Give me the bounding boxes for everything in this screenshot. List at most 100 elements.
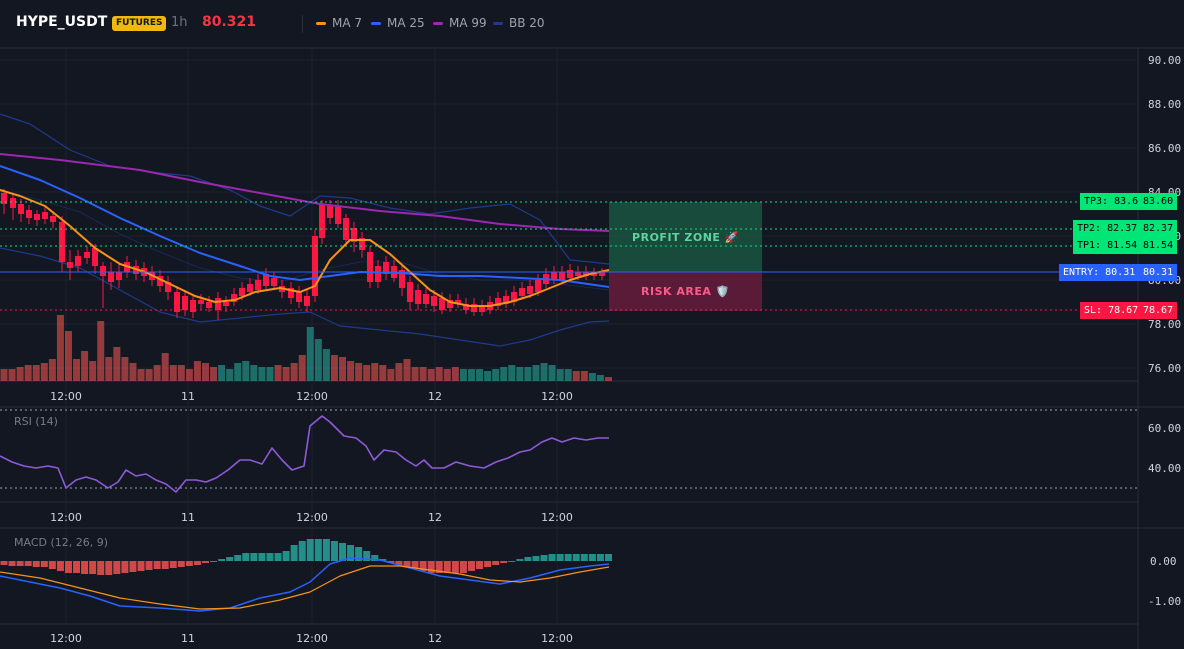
volume-bar	[113, 347, 121, 381]
rsi-axis-60: 60.00	[1148, 422, 1181, 435]
volume-bar	[8, 369, 16, 381]
volume-bar	[282, 367, 290, 381]
tp1-tag[interactable]: TP1: 81.54	[1073, 237, 1142, 254]
bollinger-bands	[0, 113, 610, 347]
ma7-line	[0, 189, 610, 307]
candle-body	[455, 300, 461, 304]
volume-bar	[435, 367, 443, 381]
macd-hist-bar	[548, 554, 556, 561]
moving-averages	[0, 153, 610, 307]
macd-hist-bar	[556, 554, 564, 561]
legend-ma25[interactable]: MA 25	[371, 16, 425, 30]
legend-bb20[interactable]: BB 20	[493, 16, 545, 30]
volume-bar	[16, 367, 24, 381]
sl-tag[interactable]: SL: 78.67	[1080, 302, 1143, 319]
entry-axis-label: 80.31	[1139, 264, 1178, 281]
tp2-tag[interactable]: TP2: 82.37	[1073, 220, 1142, 237]
volume-bar	[524, 367, 532, 381]
tp3-tag[interactable]: TP3: 83.6	[1080, 193, 1143, 210]
candle-body	[535, 280, 541, 292]
candle-body	[407, 282, 413, 302]
macd-hist-bar	[492, 561, 500, 565]
candle-body	[551, 272, 557, 280]
candle-body	[1, 193, 7, 204]
header-divider	[302, 15, 303, 33]
macd-hist-bar	[330, 541, 338, 561]
time-axis-label: 12:00	[541, 632, 573, 645]
rsi-line	[0, 415, 609, 493]
macd-hist-bar	[427, 561, 435, 573]
macd-hist-bar	[97, 561, 105, 575]
candle-body	[503, 296, 509, 304]
macd-hist-bar	[121, 561, 129, 573]
volume-bar	[427, 369, 435, 381]
macd-hist-bar	[580, 554, 588, 561]
volume-bar	[572, 371, 580, 381]
macd-hist-bar	[395, 561, 403, 565]
time-axis[interactable]: 12:00 12:00 12:00 11 11 11 12:00 12:00 12:00 12 12…	[50, 390, 573, 645]
macd-hist-bar	[572, 554, 580, 561]
macd-hist-bar	[177, 561, 185, 567]
candle-body	[84, 252, 90, 258]
tp1-axis-label: 81.54	[1139, 237, 1178, 254]
legend-swatch	[493, 21, 503, 25]
macd-hist-bar	[266, 553, 274, 561]
volume-bar	[605, 377, 612, 381]
volume-bar	[588, 373, 596, 381]
candle-body	[383, 262, 389, 274]
macd-hist-bar	[234, 555, 242, 561]
macd-hist-bar	[371, 555, 379, 561]
time-axis-label: 12	[428, 390, 442, 403]
candle-body	[519, 288, 525, 296]
volume-bar	[177, 365, 185, 381]
volume-bar	[137, 369, 145, 381]
volume-bar	[48, 359, 56, 381]
macd-hist-bar	[355, 547, 363, 561]
macd-hist-bar	[48, 561, 56, 569]
symbol-name[interactable]: HYPE_USDT	[16, 14, 108, 30]
time-axis-label: 11	[181, 511, 195, 524]
candle-body	[174, 292, 180, 312]
rsi-axis-40: 40.00	[1148, 462, 1181, 475]
time-axis-label: 12:00	[50, 511, 82, 524]
macd-hist-bar	[524, 557, 532, 561]
volume-bar	[395, 363, 403, 381]
macd-hist-bar	[202, 561, 209, 563]
timeframe-label[interactable]: 1h	[171, 15, 188, 30]
legend-ma99[interactable]: MA 99	[433, 16, 487, 30]
volume-bar	[330, 355, 338, 381]
volume-bar	[476, 369, 484, 381]
volume-bar	[161, 353, 169, 381]
candle-body	[327, 206, 333, 218]
macd-hist-bar	[564, 554, 572, 561]
volume-bar	[484, 371, 492, 381]
risk-area-label: RISK AREA 🛡️	[641, 285, 730, 298]
legend-ma7[interactable]: MA 7	[316, 16, 362, 30]
candle-body	[157, 276, 163, 286]
macd-hist-bar	[459, 561, 467, 573]
volume-bar	[548, 365, 556, 381]
macd-hist-bar	[258, 553, 266, 561]
candle-body	[182, 296, 188, 310]
macd-signal-line	[0, 565, 610, 610]
volume-bar	[403, 359, 411, 381]
candle-body	[288, 288, 294, 298]
macd-hist-bar	[161, 561, 169, 569]
candle-body	[247, 284, 253, 292]
candle-body	[527, 286, 533, 294]
time-axis-label: 11	[181, 632, 195, 645]
candle-body	[67, 262, 73, 268]
macd-hist-bar	[451, 561, 459, 573]
candle-body	[108, 272, 114, 282]
macd-hist-bar	[532, 556, 540, 561]
candle-body	[583, 272, 589, 276]
candle-body	[26, 210, 32, 218]
price-axis-label: 76.00	[1148, 362, 1181, 375]
entry-tag[interactable]: ENTRY: 80.31	[1059, 264, 1140, 281]
volume-bar	[580, 371, 588, 381]
candle-body	[599, 272, 605, 276]
candle-body	[215, 298, 221, 310]
volume-bar	[226, 369, 234, 381]
